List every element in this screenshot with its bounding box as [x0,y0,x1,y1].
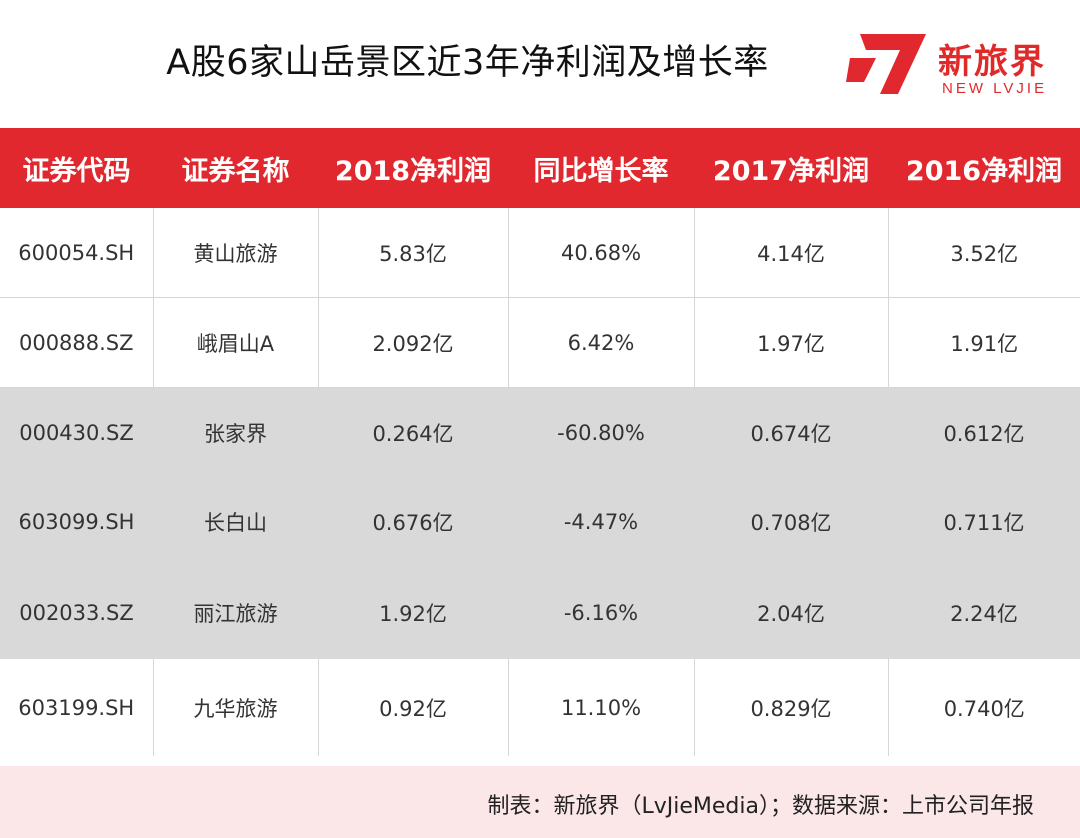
table-cell: 0.676亿 [318,478,508,566]
table-cell: 丽江旅游 [153,566,318,659]
column-header: 2016净利润 [888,128,1080,208]
table-row: 000430.SZ 张家界 0.264亿 -60.80% 0.674亿 0.612亿 [0,387,1080,478]
table-cell: 黄山旅游 [153,208,319,298]
table-cell: 峨眉山A [153,297,319,388]
header: A股6家山岳景区近3年净利润及增长率 新旅界 NEW LVJIE [0,0,1080,128]
table-cell: 603099.SH [0,478,153,566]
table-cell: 000888.SZ [0,297,154,388]
footer: 制表：新旅界（LvJieMedia）；数据来源：上市公司年报 [0,766,1080,838]
footer-source-note: 制表：新旅界（LvJieMedia）；数据来源：上市公司年报 [487,794,1035,819]
table-cell: 603199.SH [0,659,154,756]
table-body: 600054.SH 黄山旅游 5.83亿 40.68% 4.14亿 3.52亿 000888… [0,208,1080,756]
table-cell: -6.16% [508,566,694,659]
table-cell: 3.52亿 [888,208,1080,298]
table-cell: 6.42% [508,297,695,388]
table-cell: 0.674亿 [694,387,888,478]
table-row: 603099.SH 长白山 0.676亿 -4.47% 0.708亿 0.711亿 [0,478,1080,566]
table-cell: 40.68% [508,208,695,298]
table-cell: 2.24亿 [888,566,1080,659]
table-cell: 1.91亿 [888,297,1080,388]
table-cell: 2.092亿 [318,297,509,388]
brand-logo: 新旅界 NEW LVJIE [846,28,1066,100]
table-cell: 4.14亿 [694,208,889,298]
table-cell: 2.04亿 [694,566,888,659]
table-cell: -60.80% [508,387,694,478]
column-header: 2018净利润 [318,128,508,208]
table-cell: 1.97亿 [694,297,889,388]
logo-subtitle: NEW LVJIE [942,80,1048,97]
table-cell: 0.612亿 [888,387,1080,478]
column-header: 证券名称 [153,128,318,208]
table-cell: 002033.SZ [0,566,153,659]
page-title: A股6家山岳景区近3年净利润及增长率 [166,43,769,83]
logo-mark-icon [846,34,926,94]
column-header: 同比增长率 [508,128,694,208]
table-cell: 5.83亿 [318,208,509,298]
table-cell: -4.47% [508,478,694,566]
table-cell: 600054.SH [0,208,154,298]
table-cell: 0.740亿 [888,659,1080,756]
table-cell: 九华旅游 [153,659,319,756]
table-cell: 000430.SZ [0,387,153,478]
table-row: 600054.SH 黄山旅游 5.83亿 40.68% 4.14亿 3.52亿 [0,208,1080,298]
table-cell: 11.10% [508,659,695,756]
column-header: 2017净利润 [694,128,888,208]
table-header-row: 证券代码 证券名称 2018净利润 同比增长率 2017净利润 2016净利润 [0,128,1080,208]
column-header: 证券代码 [0,128,153,208]
table-cell: 0.708亿 [694,478,888,566]
table-cell: 0.264亿 [318,387,508,478]
table-cell: 张家界 [153,387,318,478]
table-cell: 0.92亿 [318,659,509,756]
logo-name: 新旅界 [938,42,1046,82]
table-header: 证券代码 证券名称 2018净利润 同比增长率 2017净利润 2016净利润 [0,128,1080,208]
table-cell: 0.711亿 [888,478,1080,566]
table-row: 000888.SZ 峨眉山A 2.092亿 6.42% 1.97亿 1.91亿 [0,297,1080,388]
data-table: 证券代码 证券名称 2018净利润 同比增长率 2017净利润 2016净利润 60005… [0,128,1080,756]
table-cell: 1.92亿 [318,566,508,659]
table-cell: 长白山 [153,478,318,566]
table-row: 603199.SH 九华旅游 0.92亿 11.10% 0.829亿 0.740亿 [0,659,1080,756]
table-row: 002033.SZ 丽江旅游 1.92亿 -6.16% 2.04亿 2.24亿 [0,566,1080,659]
table-cell: 0.829亿 [694,659,889,756]
